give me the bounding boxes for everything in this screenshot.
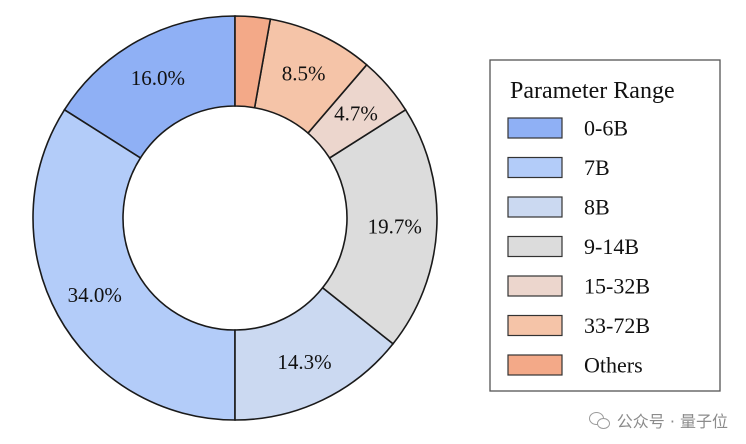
legend: Parameter Range 0-6B 7B 8B 9-14B 15-32B 33-72…: [489, 59, 721, 392]
slice-label-7b: 34.0%: [68, 283, 122, 307]
watermark-text: 公众号 · 量子位: [616, 412, 728, 431]
legend-label-33-72b: 33-72B: [584, 313, 650, 338]
legend-label-others: Others: [584, 353, 643, 378]
legend-label-15-32b: 15-32B: [584, 274, 650, 299]
legend-label-0-6b: 0-6B: [584, 116, 628, 141]
slice-label-33-72b: 8.5%: [282, 61, 326, 85]
slice-7b: [32, 108, 236, 421]
slice-9-14b: [321, 108, 438, 345]
legend-swatch-15-32b: [507, 275, 563, 297]
legend-items: 0-6B 7B 8B 9-14B 15-32B 33-72B Others: [507, 116, 650, 378]
slice-0-6b: [63, 15, 236, 160]
legend-swatch-9-14b: [507, 235, 563, 258]
legend-frame: [489, 59, 721, 392]
slice-others: [234, 15, 272, 109]
legend-label-8b: 8B: [584, 195, 610, 220]
slice-label-0-6b: 16.0%: [131, 66, 185, 90]
watermark: 公众号 · 量子位: [588, 408, 728, 432]
legend-swatch-0-6b: [507, 117, 563, 139]
slices-group: [32, 15, 438, 421]
legend-label-7b: 7B: [584, 155, 610, 180]
legend-swatch-8b: [507, 196, 563, 218]
legend-swatch-others: [507, 354, 563, 376]
legend-label-9-14b: 9-14B: [584, 234, 639, 259]
legend-swatch-33-72b: [507, 314, 563, 337]
legend-swatch-7b: [507, 156, 563, 179]
slice-label-15-32b: 4.7%: [334, 101, 378, 125]
slice-labels-group: 16.0% 34.0% 14.3% 19.7% 4.7% 8.5%: [68, 61, 422, 374]
legend-title: Parameter Range: [510, 78, 675, 104]
slice-label-9-14b: 19.7%: [368, 215, 422, 239]
slice-label-8b: 14.3%: [277, 350, 331, 374]
wechat-icon: [588, 411, 611, 429]
